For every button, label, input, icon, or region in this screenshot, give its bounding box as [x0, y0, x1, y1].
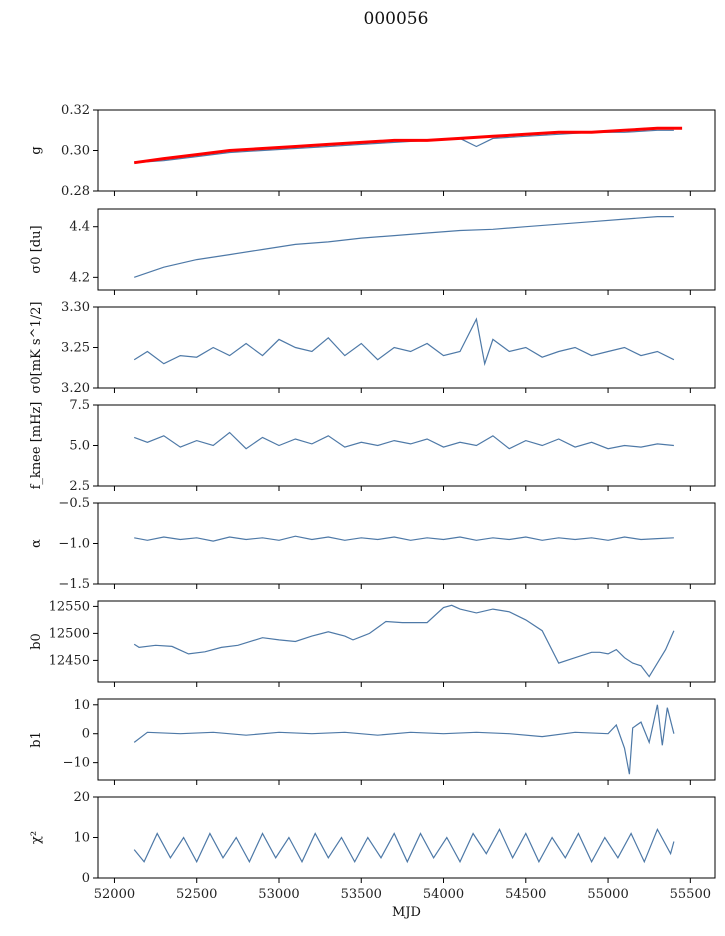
- y-tick-label: 0: [82, 727, 90, 742]
- y-axis-label: f_knee [mHz]: [29, 402, 44, 490]
- y-axis-label: χ²: [29, 831, 44, 844]
- y-axis-label: α: [29, 539, 44, 548]
- panels: 0.28 0.30 0.32 g 4.2 4.4 σ0 [du] 3.20 3.25 3.30 σ0…: [29, 103, 716, 920]
- y-tick-label: 4.4: [69, 220, 90, 235]
- panel-frame: [97, 109, 716, 192]
- panel-frame: [97, 698, 716, 781]
- series-line: [134, 216, 674, 278]
- y-tick-label: 20: [73, 790, 90, 805]
- y-tick-label: 5.0: [69, 439, 90, 454]
- x-tick-label: 52500: [176, 887, 217, 902]
- panel-fknee: 2.5 5.0 7.5 f_knee [mHz]: [29, 398, 716, 494]
- series-line: [134, 129, 674, 164]
- y-tick-label: 0.30: [61, 144, 90, 159]
- panel-frame: [97, 502, 716, 585]
- panel-g: 0.28 0.30 0.32 g: [29, 103, 716, 199]
- x-tick-label: 55000: [587, 887, 628, 902]
- y-tick-label: 12500: [49, 626, 90, 641]
- panel-b1: −10 0 10 b1: [29, 698, 716, 785]
- y-axis-label: b1: [29, 731, 44, 748]
- y-tick-label: 0.32: [61, 103, 90, 118]
- y-tick-label: 12450: [49, 653, 90, 668]
- panel-frame: [97, 600, 716, 683]
- x-tick-label: 53000: [258, 887, 299, 902]
- y-tick-label: −10: [63, 756, 90, 771]
- y-tick-label: 0: [82, 871, 90, 886]
- x-tick-label: 52000: [94, 887, 135, 902]
- x-tick-label: 55500: [670, 887, 711, 902]
- y-tick-label: −0.5: [58, 496, 90, 511]
- y-tick-label: 4.2: [69, 270, 90, 285]
- panel-b0: 12450 12500 12550 b0: [29, 599, 716, 687]
- series-line: [134, 535, 674, 542]
- y-tick-label: 0.28: [61, 184, 90, 199]
- y-tick-label: 7.5: [69, 398, 90, 413]
- panel-frame: [97, 796, 716, 879]
- panel-alpha: −1.5 −1.0 −0.5 α: [29, 496, 716, 592]
- series-line: [133, 317, 675, 367]
- x-tick-label: 53500: [341, 887, 382, 902]
- y-tick-label: 12550: [49, 599, 90, 614]
- figure-title: 000056: [364, 9, 429, 29]
- y-tick-label: −1.0: [58, 537, 90, 552]
- x-tick-label: 54000: [423, 887, 464, 902]
- y-axis-label: σ0 [du]: [29, 225, 44, 273]
- y-axis-label: g: [29, 146, 44, 154]
- panel-chi2: 0 10 20 52000 52500 53000 53500 54000 54500 55000…: [29, 790, 716, 920]
- series-line: [133, 827, 675, 864]
- y-axis-label: b0: [29, 633, 44, 650]
- x-tick-label: 54500: [505, 887, 546, 902]
- y-axis-label: σ0[mK s^1/2]: [29, 302, 44, 394]
- y-tick-label: 10: [73, 698, 90, 713]
- y-tick-label: 3.20: [61, 381, 90, 396]
- panel-sigma0_du: 4.2 4.4 σ0 [du]: [29, 208, 716, 295]
- y-tick-label: 3.30: [61, 300, 90, 315]
- y-tick-label: −1.5: [58, 577, 90, 592]
- series-line: [133, 604, 675, 678]
- x-axis-label: MJD: [392, 905, 421, 920]
- y-tick-label: 3.25: [61, 341, 90, 356]
- panel-sigma0_mks: 3.20 3.25 3.30 σ0[mK s^1/2]: [29, 300, 716, 396]
- series-line: [133, 431, 674, 450]
- panel-frame: [97, 208, 716, 291]
- series-line-fit: [133, 126, 683, 165]
- y-tick-label: 10: [73, 831, 90, 846]
- series-line: [133, 704, 675, 775]
- y-tick-label: 2.5: [69, 479, 90, 494]
